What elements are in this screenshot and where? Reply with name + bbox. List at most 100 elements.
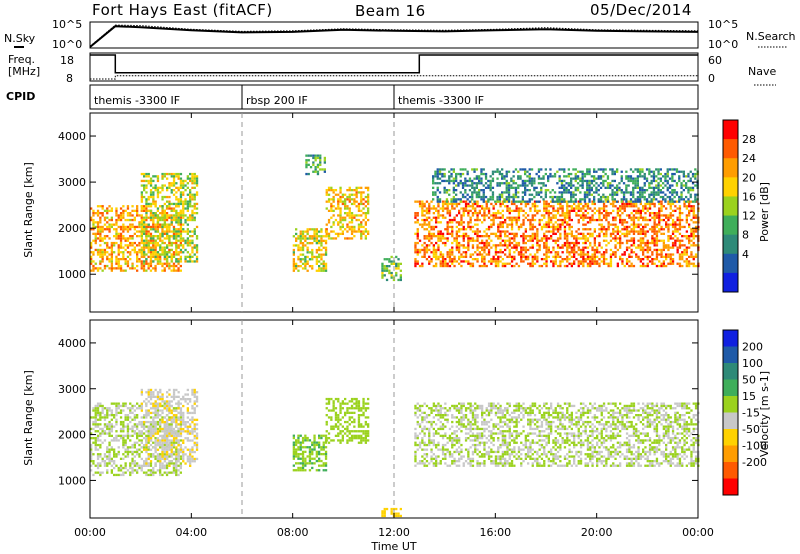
cell-region-2	[301, 232, 305, 236]
cell-region-1	[154, 212, 157, 215]
cell-region-0	[147, 414, 150, 417]
cell-region-6	[676, 246, 679, 249]
cell-region-4	[339, 221, 342, 224]
cell-region-0	[179, 255, 182, 258]
cell-region-7	[593, 195, 596, 199]
cell-region-0	[117, 469, 120, 472]
cell-region-0	[136, 434, 139, 437]
cell-region-1	[189, 195, 192, 199]
cell-region-1	[170, 182, 173, 185]
cell-region-1	[193, 212, 196, 215]
cell-region-7	[482, 200, 485, 203]
cell-region-6	[648, 207, 652, 210]
cell-region-1	[186, 239, 189, 242]
cell-region-7	[491, 170, 495, 173]
cell-region-6	[423, 221, 426, 224]
cell-region-0	[103, 462, 107, 465]
cell-region-6	[625, 235, 629, 238]
cell-region-7	[652, 198, 656, 201]
cell-region-1	[154, 246, 157, 249]
cell-region-1	[161, 209, 164, 212]
cell-region-6	[637, 212, 640, 215]
noise-left-tick-top: 10^5	[52, 18, 82, 31]
cell-region-0	[94, 448, 97, 451]
cell-region-7	[544, 168, 547, 171]
cell-region-6	[566, 244, 569, 247]
cell-region-0	[131, 466, 134, 470]
cell-region-6	[568, 232, 571, 235]
cell-region-0	[140, 450, 143, 454]
cell-region-4	[330, 237, 333, 240]
cell-region-7	[685, 182, 688, 185]
cell-region-0	[152, 255, 155, 258]
cell-region-6	[506, 255, 509, 258]
cell-region-0	[110, 260, 113, 263]
cell-region-0	[90, 246, 93, 249]
cell-region-0	[108, 228, 111, 231]
cell-region-1	[140, 193, 143, 196]
cell-region-0	[152, 253, 155, 256]
cell-region-0	[94, 225, 97, 229]
cell-region-7	[659, 172, 662, 176]
cell-region-0	[110, 248, 113, 252]
cell-region-0	[106, 228, 109, 231]
cell-region-2	[301, 262, 305, 265]
cell-region-6	[524, 246, 527, 249]
cell-region-6	[671, 230, 675, 233]
cell-region-1	[163, 253, 166, 256]
cell-region-6	[527, 255, 530, 258]
cell-region-7	[491, 193, 495, 196]
cell-region-0	[124, 258, 127, 261]
cell-region-0	[131, 450, 134, 454]
cell-region-6	[665, 255, 668, 258]
cell-region-1	[168, 172, 171, 176]
cell-region-7	[471, 191, 474, 194]
cell-region-6	[497, 264, 500, 268]
cell-region-1	[193, 198, 196, 201]
cell-region-6	[575, 214, 578, 217]
cell-region-7	[528, 198, 531, 201]
cell-region-7	[438, 191, 442, 194]
cell-region-6	[653, 212, 656, 215]
cell-region-6	[563, 218, 567, 222]
cell-region-6	[630, 255, 633, 258]
cell-region-6	[418, 251, 422, 254]
cell-region-7	[521, 200, 524, 203]
cell-region-1	[189, 202, 192, 206]
cell-region-7	[501, 191, 504, 194]
cell-region-0	[156, 460, 159, 463]
cell-region-4	[344, 200, 347, 203]
cell-region-7	[588, 184, 591, 187]
cell-region-6	[561, 251, 564, 254]
cell-region-0	[131, 248, 134, 252]
cell-region-7	[517, 186, 520, 189]
cell-region-6	[660, 200, 663, 203]
cell-region-0	[133, 267, 136, 270]
cell-region-6	[421, 244, 424, 247]
cell-region-6	[527, 248, 530, 252]
cell-region-1	[182, 251, 185, 254]
cell-region-7	[434, 191, 437, 194]
cell-region-0	[110, 448, 113, 451]
cell-region-1	[156, 258, 160, 261]
cell-region-6	[455, 221, 458, 224]
cell-region-6	[616, 230, 619, 233]
cell-region-7	[622, 182, 626, 185]
cell-region-0	[168, 462, 171, 465]
cell-region-1	[152, 193, 155, 196]
cell-region-6	[593, 202, 596, 206]
cell-region-7	[530, 184, 534, 187]
cell-region-0	[133, 246, 136, 249]
cell-region-6	[506, 230, 509, 233]
cell-region-1	[152, 228, 155, 231]
cell-region-7	[586, 186, 589, 189]
cell-region-1	[163, 248, 166, 252]
cell-region-6	[646, 255, 649, 258]
cell-region-6	[510, 232, 514, 235]
cell-region-7	[556, 182, 559, 185]
cell-region-1	[175, 258, 178, 261]
cell-region-6	[651, 253, 654, 256]
cell-region-7	[533, 177, 536, 180]
cell-region-1	[166, 260, 169, 263]
cell-region-7	[611, 184, 614, 187]
